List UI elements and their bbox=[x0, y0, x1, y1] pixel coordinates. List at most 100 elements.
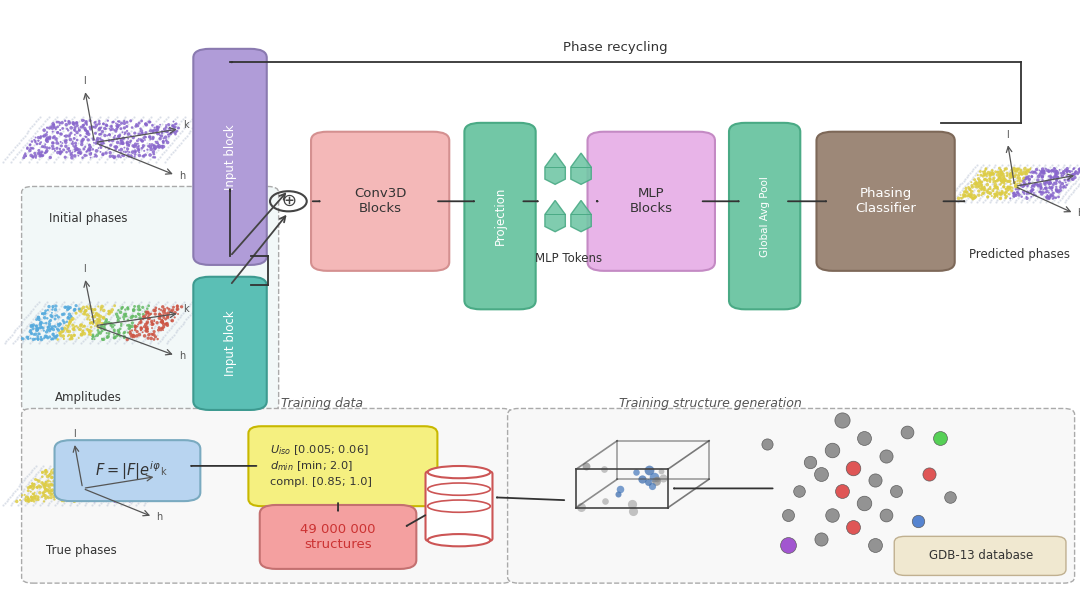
Point bbox=[36, 326, 53, 336]
Point bbox=[84, 144, 102, 154]
Point bbox=[146, 316, 163, 325]
Point bbox=[105, 117, 122, 127]
Point bbox=[988, 168, 1005, 177]
Point bbox=[980, 192, 997, 202]
Point bbox=[152, 310, 170, 320]
Point bbox=[92, 134, 109, 144]
FancyBboxPatch shape bbox=[508, 408, 1075, 583]
Point bbox=[125, 469, 143, 479]
Point bbox=[32, 150, 50, 160]
Point bbox=[91, 125, 108, 134]
Point bbox=[116, 329, 133, 338]
Point bbox=[147, 143, 164, 153]
Point bbox=[1014, 182, 1031, 191]
Point bbox=[170, 123, 187, 133]
Point bbox=[159, 127, 176, 136]
Point bbox=[166, 120, 184, 129]
Point bbox=[118, 467, 135, 477]
Point bbox=[143, 334, 160, 343]
Point bbox=[164, 305, 181, 315]
Point bbox=[100, 309, 118, 318]
Point bbox=[991, 189, 1009, 198]
Point bbox=[120, 491, 137, 500]
Point bbox=[137, 313, 154, 323]
Point bbox=[1048, 169, 1065, 179]
Point bbox=[39, 333, 56, 343]
Point bbox=[147, 332, 164, 342]
Point bbox=[95, 490, 112, 499]
Point bbox=[37, 487, 54, 496]
Point bbox=[109, 329, 126, 339]
Point bbox=[82, 143, 99, 152]
Point bbox=[1059, 175, 1077, 185]
Point bbox=[87, 468, 105, 478]
Point bbox=[119, 144, 136, 154]
Point bbox=[91, 317, 108, 327]
Point bbox=[144, 121, 161, 130]
Point bbox=[1018, 173, 1036, 182]
Point bbox=[159, 313, 176, 322]
Point bbox=[147, 137, 164, 146]
Point bbox=[59, 313, 77, 322]
Point bbox=[997, 193, 1014, 202]
Point bbox=[113, 139, 131, 148]
Point bbox=[146, 471, 163, 481]
Point bbox=[100, 484, 118, 494]
Point bbox=[102, 477, 119, 487]
Point bbox=[978, 172, 996, 181]
Point bbox=[132, 487, 149, 496]
Point bbox=[988, 187, 1005, 197]
Point bbox=[1010, 188, 1027, 198]
Point bbox=[1049, 173, 1066, 182]
Point bbox=[82, 466, 99, 476]
Point bbox=[76, 125, 93, 134]
Point bbox=[122, 131, 139, 140]
Point bbox=[126, 483, 144, 493]
Point bbox=[136, 312, 153, 321]
Point bbox=[119, 334, 136, 344]
Point bbox=[64, 493, 81, 502]
Point bbox=[103, 477, 120, 486]
Point bbox=[1001, 176, 1018, 186]
Point bbox=[991, 172, 1009, 182]
Point bbox=[146, 141, 163, 150]
Point bbox=[57, 141, 75, 151]
Point bbox=[968, 179, 985, 189]
Point bbox=[98, 131, 116, 140]
Point bbox=[1063, 170, 1080, 180]
Point bbox=[55, 469, 72, 479]
Point bbox=[79, 314, 96, 324]
Point bbox=[72, 123, 90, 132]
Point bbox=[968, 178, 985, 187]
Point bbox=[1001, 170, 1018, 180]
Point bbox=[987, 180, 1004, 189]
Point bbox=[117, 128, 134, 137]
Point bbox=[86, 490, 104, 499]
Point bbox=[1005, 178, 1023, 188]
Point bbox=[32, 137, 50, 147]
Point bbox=[156, 320, 173, 329]
Point bbox=[97, 143, 114, 152]
Point bbox=[823, 445, 840, 455]
Point bbox=[1058, 166, 1076, 176]
Point bbox=[130, 309, 147, 318]
Point bbox=[76, 481, 93, 490]
Point bbox=[42, 324, 59, 334]
Point bbox=[112, 321, 130, 330]
Point bbox=[38, 146, 55, 156]
Point bbox=[100, 478, 118, 487]
Point bbox=[54, 483, 71, 493]
Point bbox=[1049, 187, 1066, 197]
Point bbox=[136, 130, 153, 139]
Point bbox=[119, 137, 136, 147]
Point bbox=[125, 490, 143, 500]
Point bbox=[131, 148, 148, 157]
Point bbox=[39, 123, 56, 133]
Point bbox=[19, 334, 37, 343]
Point bbox=[70, 145, 87, 155]
Point bbox=[29, 484, 46, 493]
Point bbox=[157, 314, 174, 324]
Point bbox=[126, 323, 144, 332]
Point bbox=[67, 141, 84, 150]
Point bbox=[70, 151, 87, 160]
